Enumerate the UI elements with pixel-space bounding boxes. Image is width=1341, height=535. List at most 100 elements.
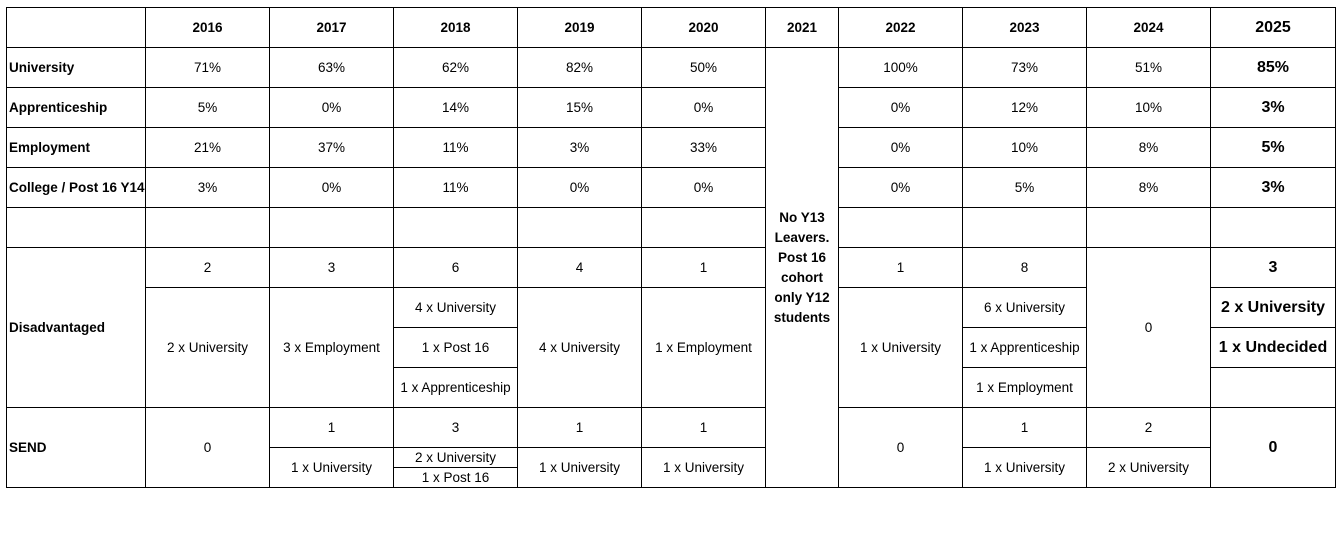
- year-header: 2017: [269, 7, 394, 48]
- note-2021: No Y13 Leavers. Post 16 cohort only Y12 …: [765, 47, 839, 488]
- disadvantaged-detail-row: 1 x Post 16 1 x Apprenticeship 1 x Undec…: [7, 327, 1336, 368]
- detail-cell: 1 x Apprenticeship: [393, 367, 518, 408]
- empty-cell: [145, 207, 270, 248]
- rate-cell-2025: 85%: [1210, 47, 1336, 88]
- rate-cell: 11%: [393, 167, 518, 208]
- count-cell: 2: [145, 247, 270, 288]
- detail-cell: 1 x University: [517, 447, 642, 488]
- rate-cell: 0%: [641, 87, 766, 128]
- rate-cell: 5%: [145, 87, 270, 128]
- empty-cell: [393, 207, 518, 248]
- year-header: 2021: [765, 7, 839, 48]
- rate-cell: 8%: [1086, 127, 1211, 168]
- rate-cell: 0%: [269, 87, 394, 128]
- rate-cell: 71%: [145, 47, 270, 88]
- rate-cell: 3%: [517, 127, 642, 168]
- rate-cell: 100%: [838, 47, 963, 88]
- destinations-table: 2016 2017 2018 2019 2020 2021 2022 2023 …: [6, 7, 1336, 488]
- detail-cell: 1 x University: [838, 287, 963, 408]
- rate-cell: 51%: [1086, 47, 1211, 88]
- row-label-university: University: [6, 47, 146, 88]
- row-label-send: SEND: [6, 407, 146, 488]
- count-cell: 2: [1086, 407, 1211, 448]
- table-row: Employment 21% 37% 11% 3% 33% 0% 10% 8% …: [6, 127, 1336, 168]
- empty-cell: [1210, 367, 1336, 408]
- row-label-college: College / Post 16 Y14: [6, 167, 146, 208]
- rate-cell: 3%: [145, 167, 270, 208]
- year-header: 2022: [838, 7, 963, 48]
- send-row: 1 x Post 16: [7, 467, 1336, 488]
- detail-cell: 1 x Apprenticeship: [962, 327, 1087, 368]
- rate-cell: 0%: [838, 167, 963, 208]
- empty-cell: [838, 207, 963, 248]
- count-cell: 0: [838, 407, 963, 488]
- disadvantaged-detail-row: 2 x University 3 x Employment 4 x Univer…: [7, 287, 1336, 408]
- disadvantaged-count-row: Disadvantaged 2 3 6 4 1 1 8 0 3: [6, 247, 1336, 408]
- count-cell: 8: [962, 247, 1087, 288]
- rate-cell: 10%: [1086, 87, 1211, 128]
- year-header-2025: 2025: [1210, 7, 1336, 48]
- year-header: 2024: [1086, 7, 1211, 48]
- rate-cell: 73%: [962, 47, 1087, 88]
- count-cell: 1: [962, 407, 1087, 448]
- detail-cell: 1 x Post 16: [393, 467, 518, 488]
- detail-cell: 2 x University: [1086, 447, 1211, 488]
- rate-cell: 0%: [641, 167, 766, 208]
- detail-cell-2025: 1 x Undecided: [1210, 327, 1336, 368]
- rate-cell: 11%: [393, 127, 518, 168]
- count-cell-2025: 3: [1210, 247, 1336, 288]
- send-row: SEND 0 1 3 1 1 0 1 2 0: [6, 407, 1336, 488]
- rate-cell-2025: 5%: [1210, 127, 1336, 168]
- disadvantaged-detail-row: 1 x Apprenticeship 1 x Employment: [7, 367, 1336, 408]
- empty-cell: [269, 207, 394, 248]
- rate-cell: 37%: [269, 127, 394, 168]
- rate-cell-2025: 3%: [1210, 167, 1336, 208]
- detail-cell: 2 x University: [393, 447, 518, 468]
- header-corner-cell: [6, 7, 146, 48]
- detail-cell-2025: 2 x University: [1210, 287, 1336, 328]
- empty-cell: [6, 207, 146, 248]
- count-cell: 1: [641, 407, 766, 448]
- rate-cell: 0%: [517, 167, 642, 208]
- year-header: 2020: [641, 7, 766, 48]
- empty-cell: [1210, 207, 1336, 248]
- count-cell: 3: [269, 247, 394, 288]
- rate-cell: 50%: [641, 47, 766, 88]
- rate-cell: 63%: [269, 47, 394, 88]
- detail-cell: 2 x University: [145, 287, 270, 408]
- detail-cell: 1 x University: [962, 447, 1087, 488]
- detail-cell: 1 x Post 16: [393, 327, 518, 368]
- detail-cell: 3 x Employment: [269, 287, 394, 408]
- count-cell: 6: [393, 247, 518, 288]
- count-cell: 4: [517, 247, 642, 288]
- empty-row: [6, 207, 1336, 248]
- rate-cell: 12%: [962, 87, 1087, 128]
- count-cell: 0: [145, 407, 270, 488]
- empty-cell: [962, 207, 1087, 248]
- rate-cell: 33%: [641, 127, 766, 168]
- row-label-disadvantaged: Disadvantaged: [6, 247, 146, 408]
- detail-cell: 1 x Employment: [641, 287, 766, 408]
- empty-cell: [517, 207, 642, 248]
- count-cell: 0: [1086, 247, 1211, 408]
- count-cell-2025: 0: [1210, 407, 1336, 488]
- row-label-apprenticeship: Apprenticeship: [6, 87, 146, 128]
- table-row: University 71% 63% 62% 82% 50% No Y13 Le…: [6, 47, 1336, 488]
- rate-cell: 82%: [517, 47, 642, 88]
- rate-cell: 0%: [838, 127, 963, 168]
- detail-cell: 4 x University: [393, 287, 518, 328]
- rate-cell: 62%: [393, 47, 518, 88]
- table-row: College / Post 16 Y14 3% 0% 11% 0% 0% 0%…: [6, 167, 1336, 208]
- empty-cell: [1086, 207, 1211, 248]
- send-row: 1 x University 2 x University 1 x Univer…: [7, 447, 1336, 488]
- rate-cell: 14%: [393, 87, 518, 128]
- year-header: 2019: [517, 7, 642, 48]
- detail-cell: 1 x Employment: [962, 367, 1087, 408]
- empty-cell: [641, 207, 766, 248]
- rate-cell: 8%: [1086, 167, 1211, 208]
- rate-cell: 10%: [962, 127, 1087, 168]
- year-header: 2018: [393, 7, 518, 48]
- rate-cell: 0%: [838, 87, 963, 128]
- rate-cell: 0%: [269, 167, 394, 208]
- year-header: 2023: [962, 7, 1087, 48]
